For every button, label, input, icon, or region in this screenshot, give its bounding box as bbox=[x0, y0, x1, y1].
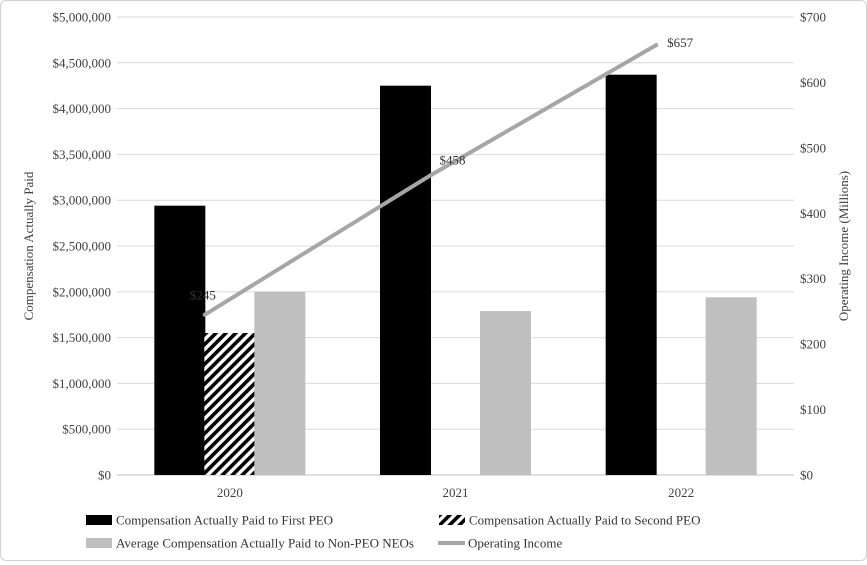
y2-tick-label: $100 bbox=[800, 402, 826, 417]
bar-2022-series-3 bbox=[705, 297, 757, 475]
y-tick-label: $2,500,000 bbox=[53, 239, 112, 254]
operating-income-data-label: $245 bbox=[190, 288, 216, 303]
y-tick-label: $0 bbox=[98, 468, 111, 483]
bar-2021-series-1 bbox=[380, 85, 431, 475]
x-tick-label: 2022 bbox=[668, 485, 694, 500]
y-tick-label: $3,000,000 bbox=[53, 193, 112, 208]
y2-tick-label: $200 bbox=[800, 337, 826, 352]
legend-label-1: Compensation Actually Paid to First PEO bbox=[116, 513, 333, 528]
y-tick-label: $4,000,000 bbox=[53, 101, 112, 116]
bar-2020-series-2 bbox=[204, 333, 256, 475]
legend-swatch-2 bbox=[439, 515, 465, 525]
bar-2021-series-3 bbox=[480, 311, 531, 475]
y-tick-label: $1,000,000 bbox=[53, 376, 112, 391]
y-tick-label: $2,000,000 bbox=[53, 284, 112, 299]
legend-swatch-1 bbox=[86, 515, 112, 525]
legend-label-4: Operating Income bbox=[468, 536, 562, 551]
legend-label-3: Average Compensation Actually Paid to No… bbox=[116, 536, 414, 551]
y2-tick-label: $0 bbox=[800, 468, 813, 483]
x-tick-label: 2020 bbox=[217, 485, 243, 500]
bars bbox=[154, 74, 757, 476]
legend: Compensation Actually Paid to First PEO C… bbox=[86, 513, 700, 551]
y-tick-label: $4,500,000 bbox=[53, 55, 112, 70]
bar-2020-series-1 bbox=[154, 205, 206, 476]
legend-label-2: Compensation Actually Paid to Second PEO bbox=[469, 513, 700, 528]
y-tick-label: $1,500,000 bbox=[53, 330, 112, 345]
operating-income-data-label: $458 bbox=[440, 152, 466, 167]
y2-axis-title: Operating Income (Millions) bbox=[836, 171, 851, 321]
bar-2020-series-3 bbox=[254, 291, 306, 475]
y-axis-title: Compensation Actually Paid bbox=[21, 171, 36, 320]
operating-income-data-label: $657 bbox=[667, 35, 694, 50]
y-tick-label: $5,000,000 bbox=[53, 10, 112, 25]
y2-tick-label: $600 bbox=[800, 75, 826, 90]
operating-income-point bbox=[202, 312, 207, 317]
bar-2022-series-1 bbox=[605, 74, 657, 475]
operating-income-point bbox=[654, 43, 659, 48]
y-tick-label: $500,000 bbox=[62, 422, 111, 437]
axes: $0 $500,000 $1,000,000 $1,500,000 $2,000,000… bbox=[21, 10, 851, 501]
x-tick-label: 2021 bbox=[443, 485, 469, 500]
legend-swatch-3 bbox=[86, 538, 112, 548]
operating-income-point bbox=[428, 173, 433, 178]
y2-tick-label: $400 bbox=[800, 206, 826, 221]
y-tick-label: $3,500,000 bbox=[53, 147, 112, 162]
operating-income-line: $245 $458 $657 bbox=[190, 35, 694, 317]
y2-tick-label: $300 bbox=[800, 271, 826, 286]
y2-tick-label: $500 bbox=[800, 140, 826, 155]
y2-tick-label: $700 bbox=[800, 10, 826, 25]
